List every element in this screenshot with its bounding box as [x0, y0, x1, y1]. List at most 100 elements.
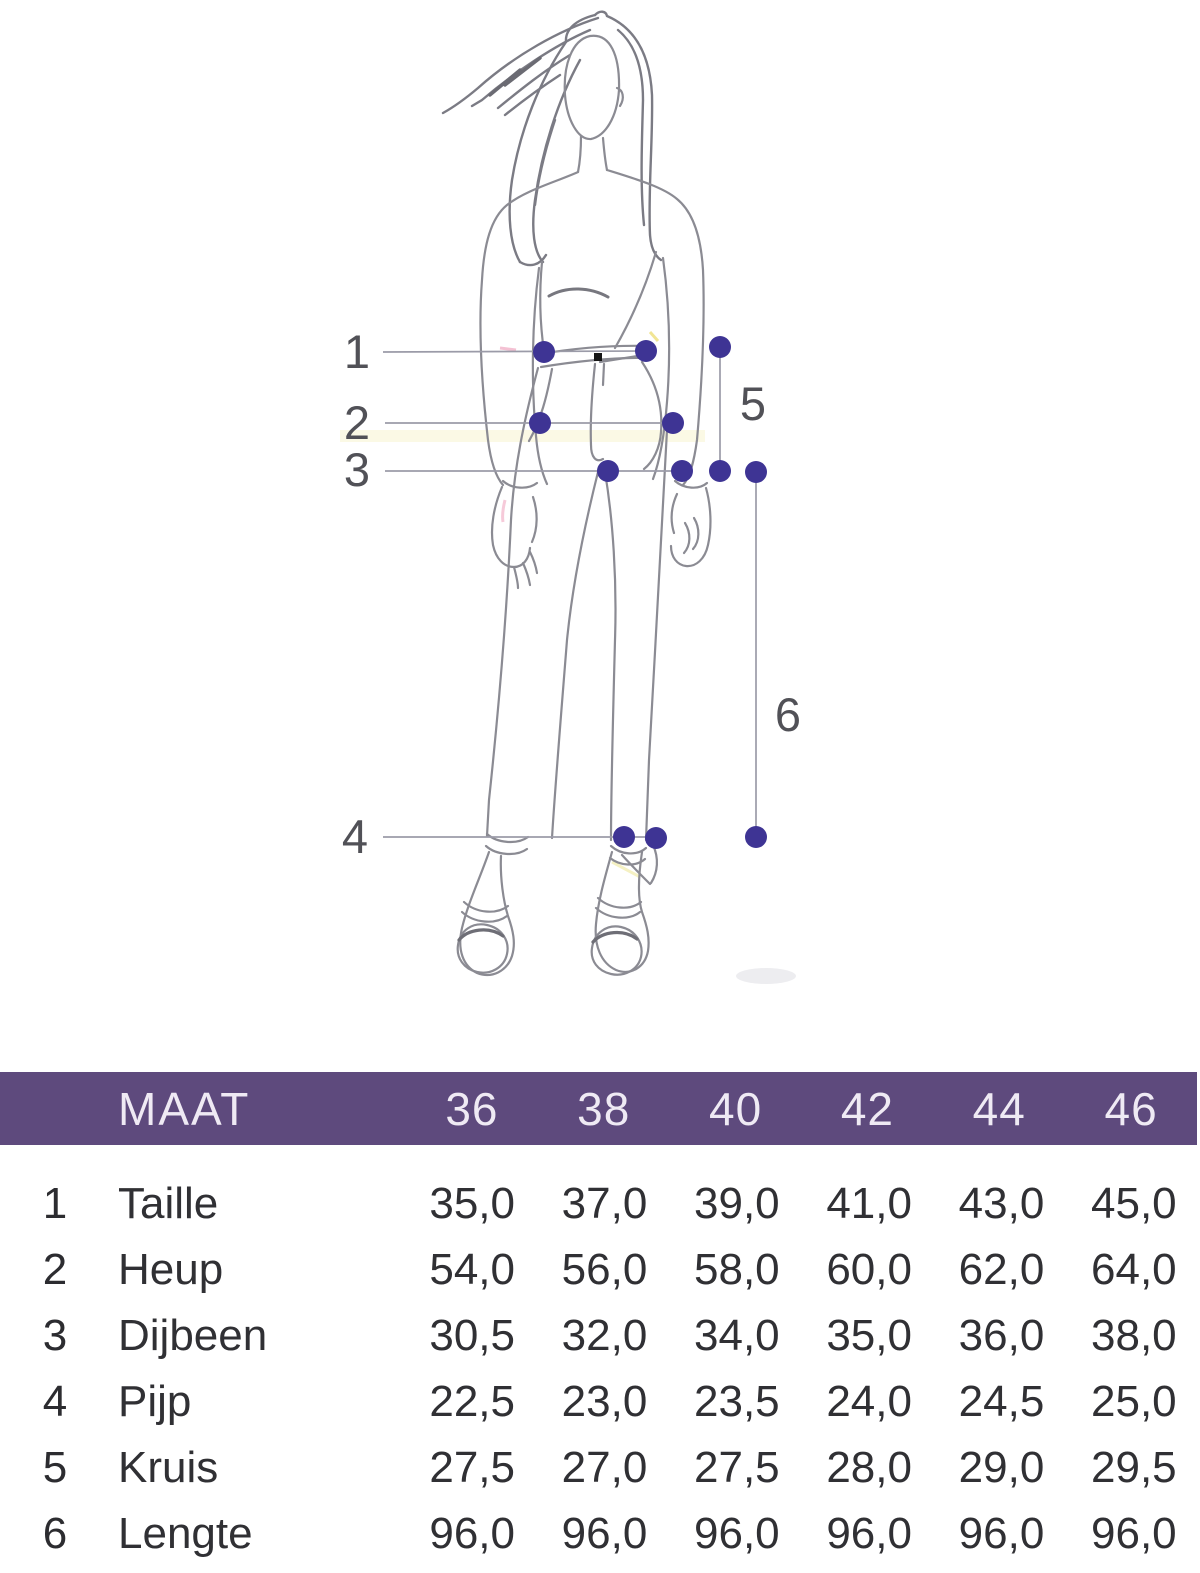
- jeans-button: [594, 353, 602, 361]
- measure-dot: [709, 336, 731, 358]
- cell-value: 36,0: [958, 1311, 1045, 1360]
- cell-value: 43,0: [958, 1179, 1045, 1228]
- cell-value: 96,0: [694, 1509, 780, 1558]
- measure-dot: [613, 826, 635, 848]
- size-col-36: 36: [445, 1082, 499, 1135]
- cell-value: 64,0: [1091, 1245, 1177, 1294]
- measure-line-1: [382, 350, 647, 353]
- marker-label-1: 1: [344, 325, 370, 378]
- measure-dot: [635, 340, 657, 362]
- cell-value: 28,0: [826, 1443, 912, 1492]
- marker-label-6: 6: [775, 688, 801, 741]
- cell-value: 23,5: [694, 1377, 780, 1426]
- cell-value: 38,0: [1091, 1311, 1177, 1360]
- measurement-diagram: 1 2 3 4 5 6: [340, 10, 801, 984]
- table-row-dijbeen: 3 Dijbeen 30,5 32,0 34,0 35,0 36,0 38,0: [0, 1303, 1200, 1369]
- cell-value: 27,0: [561, 1443, 648, 1492]
- cell-value: 96,0: [826, 1509, 912, 1558]
- table-row-pijp: 4 Pijp 22,5 23,0 23,5 24,0 24,5 25,0: [0, 1369, 1200, 1435]
- table-row-kruis: 5 Kruis 27,5 27,0 27,5 28,0 29,0 29,5: [0, 1435, 1200, 1501]
- row-label: Taille: [118, 1179, 219, 1228]
- cell-value: 25,0: [1091, 1377, 1177, 1426]
- row-number: 5: [42, 1443, 68, 1492]
- measurement-dots: [529, 336, 767, 849]
- cell-value: 37,0: [561, 1179, 648, 1228]
- cell-value: 30,5: [429, 1311, 515, 1360]
- row-label: Heup: [118, 1245, 224, 1294]
- marker-label-2: 2: [344, 396, 370, 449]
- measure-dot: [709, 460, 731, 482]
- cell-value: 96,0: [1091, 1509, 1177, 1558]
- floor-shadow: [736, 968, 796, 984]
- cell-value: 24,0: [826, 1377, 912, 1426]
- cell-value: 39,0: [694, 1179, 780, 1228]
- measure-dot: [533, 341, 555, 363]
- row-number: 2: [42, 1245, 68, 1294]
- marker-label-5: 5: [740, 377, 766, 430]
- right-arm: [605, 168, 705, 487]
- table-row-lengte: 6 Lengte 96,0 96,0 96,0 96,0 96,0 96,0: [0, 1501, 1200, 1567]
- measure-dot: [597, 460, 619, 482]
- cell-value: 27,5: [429, 1443, 515, 1492]
- cell-value: 29,0: [958, 1443, 1045, 1492]
- row-number: 4: [42, 1377, 68, 1426]
- measure-dot: [662, 412, 684, 434]
- cell-value: 35,0: [429, 1179, 515, 1228]
- row-label: Kruis: [118, 1443, 219, 1492]
- measurement-lines: [382, 347, 757, 838]
- cell-value: 62,0: [958, 1245, 1045, 1294]
- neck: [576, 134, 609, 174]
- cell-value: 35,0: [826, 1311, 912, 1360]
- cell-value: 56,0: [561, 1245, 648, 1294]
- figure-sketch-svg: 1 2 3 4 5 6: [340, 10, 801, 984]
- cell-value: 96,0: [958, 1509, 1045, 1558]
- size-col-42: 42: [840, 1082, 894, 1135]
- right-hand: [669, 479, 712, 568]
- left-hand: [490, 479, 539, 590]
- table-row-heup: 2 Heup 54,0 56,0 58,0 60,0 62,0 64,0: [0, 1237, 1200, 1303]
- table-row-taille: 1 Taille 35,0 37,0 39,0 41,0 43,0 45,0: [0, 1171, 1200, 1237]
- cell-value: 22,5: [429, 1377, 515, 1426]
- cell-value: 34,0: [694, 1311, 780, 1360]
- scan-artifacts: [340, 331, 796, 984]
- hair: [441, 10, 663, 267]
- torso: [539, 250, 658, 353]
- measure-dot: [645, 827, 667, 849]
- measure-dot: [745, 461, 767, 483]
- cell-value: 24,5: [958, 1377, 1045, 1426]
- cell-value: 27,5: [694, 1443, 780, 1492]
- cell-value: 58,0: [694, 1245, 780, 1294]
- cell-value: 32,0: [561, 1311, 648, 1360]
- row-number: 6: [42, 1509, 68, 1558]
- row-label: Lengte: [118, 1509, 253, 1558]
- woman-sketch: [441, 10, 712, 977]
- cell-value: 60,0: [826, 1245, 912, 1294]
- cell-value: 41,0: [826, 1179, 912, 1228]
- marker-label-3: 3: [344, 443, 370, 496]
- size-col-44: 44: [972, 1082, 1026, 1135]
- row-label: Pijp: [118, 1377, 192, 1426]
- marker-label-4: 4: [342, 810, 368, 863]
- row-label: Dijbeen: [118, 1311, 268, 1360]
- cell-value: 45,0: [1091, 1179, 1177, 1228]
- jeans: [484, 344, 669, 866]
- cell-value: 96,0: [429, 1509, 515, 1558]
- marker-labels: 1 2 3 4 5 6: [342, 325, 801, 863]
- measure-dot: [745, 826, 767, 848]
- size-table-header: MAAT 36 38 40 42 44 46: [0, 1072, 1197, 1145]
- row-number: 1: [42, 1179, 68, 1228]
- measure-dot: [529, 412, 551, 434]
- cell-value: 23,0: [561, 1377, 648, 1426]
- row-number: 3: [42, 1311, 68, 1360]
- shoes: [456, 843, 658, 977]
- cell-value: 54,0: [429, 1245, 515, 1294]
- maat-header-label: MAAT: [118, 1082, 251, 1135]
- size-col-46: 46: [1104, 1082, 1158, 1135]
- size-table-body: 1 Taille 35,0 37,0 39,0 41,0 43,0 45,0 2…: [0, 1171, 1200, 1567]
- size-col-38: 38: [577, 1082, 631, 1135]
- measure-dot: [671, 460, 693, 482]
- cell-value: 29,5: [1091, 1443, 1177, 1492]
- cell-value: 96,0: [561, 1509, 648, 1558]
- size-col-40: 40: [708, 1082, 763, 1135]
